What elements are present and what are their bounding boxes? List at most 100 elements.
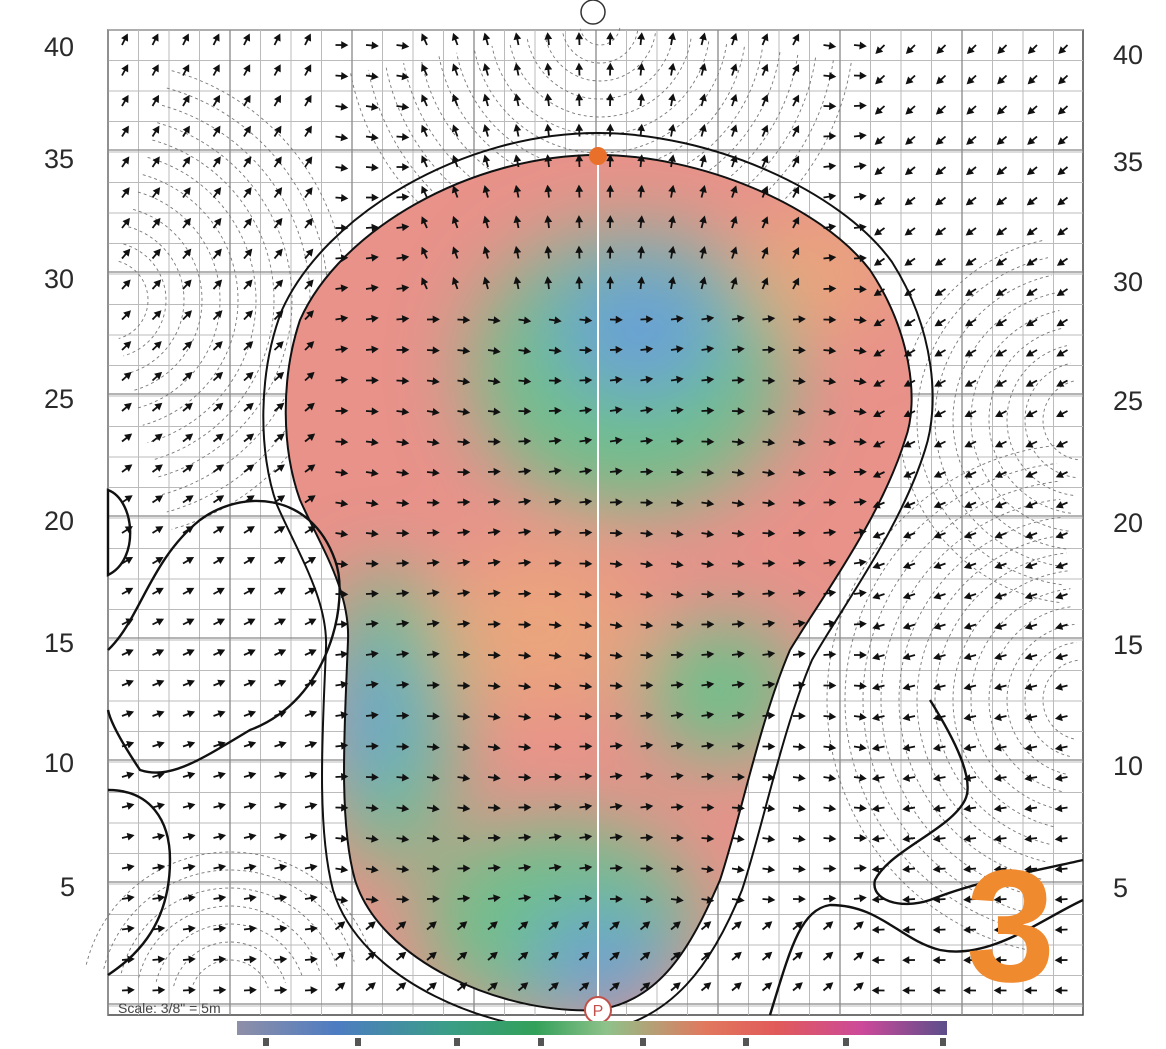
- slope-arrow: [730, 124, 738, 137]
- slope-arrow: [609, 315, 623, 324]
- slope-arrow: [243, 125, 251, 137]
- slope-arrow: [640, 711, 654, 720]
- slope-arrow: [731, 314, 745, 323]
- slope-arrow: [609, 375, 623, 384]
- slope-arrow: [243, 526, 255, 534]
- slope-arrow: [579, 316, 593, 324]
- slope-arrow: [670, 951, 681, 961]
- slope-arrow: [451, 276, 460, 290]
- contour-line: [1006, 624, 1075, 775]
- contour-line: [898, 239, 1060, 603]
- slope-arrow: [544, 123, 553, 137]
- slope-arrow: [451, 124, 460, 137]
- slope-arrow: [964, 440, 977, 448]
- slope-arrow: [182, 618, 195, 626]
- slope-arrow: [1055, 652, 1068, 661]
- slope-arrow: [151, 402, 163, 412]
- slope-arrow: [902, 683, 916, 691]
- slope-arrow: [963, 652, 977, 661]
- contour-line: [142, 174, 239, 426]
- slope-arrow: [365, 468, 379, 477]
- slope-arrow: [853, 651, 867, 659]
- slope-arrow: [457, 315, 471, 324]
- slope-arrow: [121, 433, 133, 443]
- contour-line: [1006, 345, 1074, 496]
- slope-arrow: [487, 437, 501, 446]
- slope-arrow: [365, 102, 379, 111]
- slope-arrow: [872, 652, 885, 661]
- slope-arrow: [426, 377, 440, 386]
- slope-arrow: [365, 376, 379, 385]
- slope-arrow: [823, 834, 837, 843]
- slope-arrow: [151, 187, 161, 199]
- slope-arrow: [1025, 349, 1038, 357]
- slope-arrow: [548, 833, 562, 842]
- slope-arrow: [731, 982, 742, 992]
- slope-arrow: [365, 589, 379, 598]
- pin-marker-label: P: [593, 1003, 604, 1020]
- slope-arrow: [121, 863, 135, 872]
- slope-arrow: [304, 433, 316, 443]
- slope-arrow: [579, 467, 593, 476]
- slope-arrow: [699, 154, 707, 168]
- contour-line: [161, 104, 311, 496]
- slope-arrow: [932, 895, 946, 904]
- slope-arrow: [152, 679, 165, 687]
- slope-arrow: [304, 863, 318, 872]
- slope-arrow: [365, 680, 379, 689]
- slope-arrow: [701, 803, 715, 812]
- slope-arrow: [902, 652, 916, 661]
- slope-arrow: [273, 464, 285, 473]
- slope-arrow: [365, 407, 379, 416]
- slope-arrow: [151, 248, 161, 260]
- slope-arrow: [212, 341, 223, 351]
- slope-arrow: [995, 349, 1007, 357]
- slope-arrow: [548, 559, 562, 568]
- slope-arrow: [121, 64, 129, 76]
- slope-arrow: [212, 187, 222, 199]
- slope-arrow: [335, 41, 349, 49]
- slope-arrow: [457, 773, 471, 782]
- slope-arrow: [396, 163, 410, 171]
- slope-arrow: [517, 951, 529, 961]
- slope-arrow: [761, 216, 769, 229]
- slope-arrow: [902, 743, 916, 752]
- contour-line: [123, 243, 167, 357]
- slope-arrow: [1057, 105, 1069, 115]
- slope-arrow: [457, 712, 471, 721]
- contour-line: [173, 941, 286, 987]
- slope-arrow: [701, 529, 715, 538]
- slope-arrow: [487, 682, 501, 690]
- slope-arrow: [822, 951, 834, 961]
- slope-arrow: [761, 63, 769, 76]
- slope-arrow: [579, 772, 593, 781]
- slope-arrow: [365, 804, 379, 812]
- slope-arrow: [637, 32, 645, 46]
- slope-arrow: [273, 341, 284, 351]
- slope-arrow: [731, 529, 745, 538]
- slope-arrow: [243, 802, 257, 810]
- slope-arrow: [1055, 592, 1068, 600]
- slope-arrow: [152, 771, 165, 780]
- slope-arrow: [823, 253, 837, 262]
- slope-arrow: [637, 123, 645, 137]
- slope-arrow: [823, 712, 837, 721]
- slope-arrow: [792, 921, 803, 931]
- slope-arrow: [994, 622, 1007, 630]
- slope-arrow: [996, 166, 1008, 176]
- slope-arrow: [637, 154, 645, 168]
- slope-arrow: [151, 495, 164, 504]
- slope-arrow: [482, 154, 491, 168]
- slope-arrow: [640, 560, 654, 569]
- slope-arrow: [1057, 166, 1069, 176]
- slope-arrow: [212, 94, 221, 107]
- slope-arrow: [548, 316, 562, 325]
- slope-arrow: [932, 956, 946, 965]
- contour-line: [118, 261, 149, 339]
- slope-arrow: [1058, 44, 1069, 55]
- slope-arrow: [121, 402, 132, 412]
- slope-arrow: [426, 558, 440, 567]
- slope-arrow: [121, 618, 134, 626]
- slope-arrow: [936, 74, 947, 85]
